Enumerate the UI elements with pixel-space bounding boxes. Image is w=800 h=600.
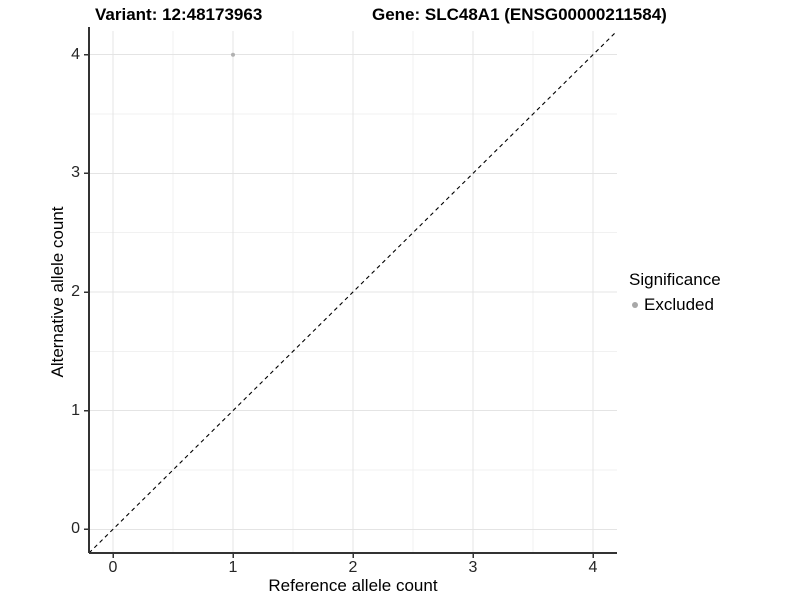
x-tick-label: 0 [108, 559, 118, 576]
gene-title: Gene: SLC48A1 (ENSG00000211584) [372, 5, 667, 24]
legend-title: Significance [629, 270, 721, 289]
y-tick-label: 4 [71, 45, 80, 63]
y-tick-label: 3 [71, 164, 80, 182]
y-tick-label: 1 [71, 401, 80, 419]
legend-item-label: Excluded [644, 295, 714, 314]
y-axis-title: Alternative allele count [48, 206, 67, 378]
data-point-excluded [231, 52, 235, 57]
y-tick-label: 2 [71, 283, 80, 300]
x-tick-label: 1 [228, 559, 238, 576]
variant-title: Variant: 12:48173963 [95, 5, 263, 24]
identity-reference-line [88, 30, 618, 554]
x-tick-label: 2 [348, 559, 358, 576]
x-axis-title: Reference allele count [268, 576, 438, 595]
x-tick-label: 3 [468, 559, 478, 576]
y-tick-label: 0 [71, 520, 80, 538]
x-tick-label: 4 [588, 559, 598, 576]
excluded-point-icon [632, 302, 638, 308]
legend: Significance Excluded [629, 270, 721, 315]
legend-item-excluded: Excluded [629, 295, 721, 315]
